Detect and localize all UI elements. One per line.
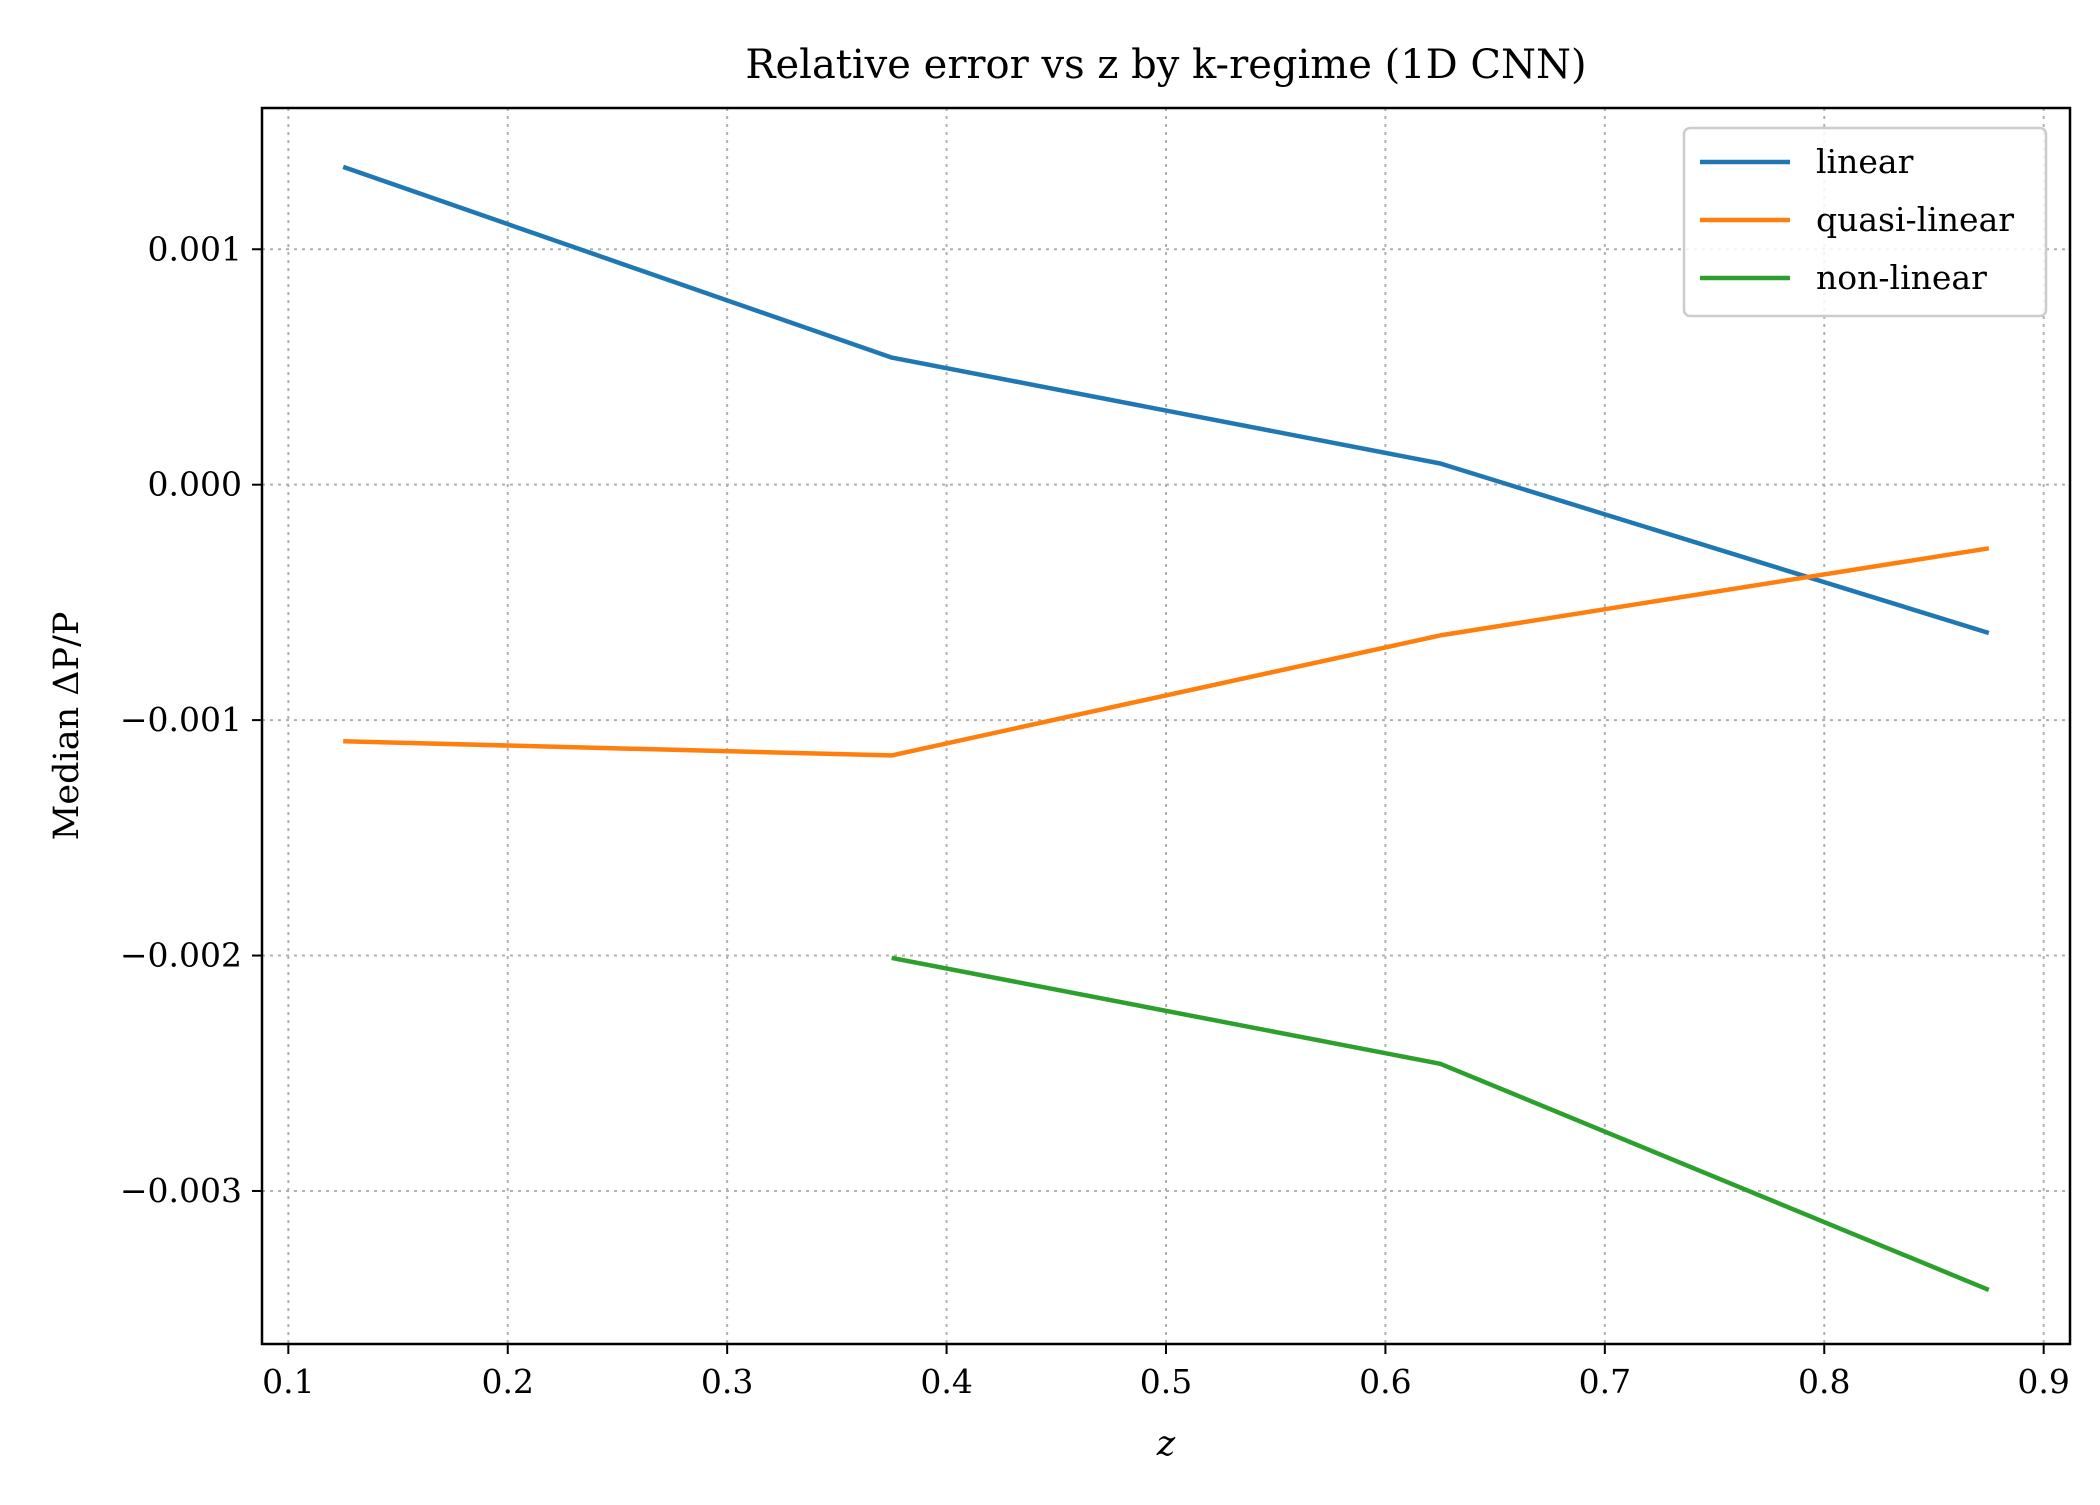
legend-label-linear: linear xyxy=(1816,142,1914,181)
y-tick-label: −0.002 xyxy=(120,936,242,975)
y-tick-label: −0.001 xyxy=(120,700,242,739)
x-tick-label: 0.7 xyxy=(1579,1362,1631,1401)
legend: linear quasi-linear non-linear xyxy=(1682,126,2048,318)
x-tick-label: 0.9 xyxy=(2017,1362,2069,1401)
y-axis-label: Median ΔP/P xyxy=(47,612,87,841)
series-line-quasi-linear xyxy=(343,546,1990,758)
chart-title: Relative error vs z by k-regime (1D CNN) xyxy=(745,42,1586,88)
series-line-linear xyxy=(342,164,1990,636)
legend-box xyxy=(1682,126,2048,318)
x-tick-label: 0.5 xyxy=(1140,1362,1192,1401)
series-line-non-linear xyxy=(891,955,1990,1292)
x-tick-label: 0.1 xyxy=(262,1362,314,1401)
x-tick-label: 0.8 xyxy=(1798,1362,1850,1401)
tick-layer: 0.1 0.2 0.3 0.4 0.5 0.6 0.7 0.8 0.9 0.001 0.000 −0.… xyxy=(120,229,2070,1401)
x-tick-label: 0.2 xyxy=(482,1362,534,1401)
x-tick-label: 0.6 xyxy=(1359,1362,1411,1401)
series-layer xyxy=(342,164,1990,1292)
y-tick-label: 0.001 xyxy=(148,229,242,268)
legend-label-quasi-linear: quasi-linear xyxy=(1816,200,2014,239)
legend-entries: linear quasi-linear non-linear xyxy=(1700,142,2014,297)
y-tick-label: 0.000 xyxy=(148,465,242,504)
x-tick-label: 0.4 xyxy=(920,1362,972,1401)
y-tick-label: −0.003 xyxy=(120,1171,242,1210)
x-axis-label: z xyxy=(1156,1424,1176,1464)
legend-label-non-linear: non-linear xyxy=(1816,258,1987,297)
grid-layer xyxy=(262,108,2070,1344)
x-tick-label: 0.3 xyxy=(701,1362,753,1401)
